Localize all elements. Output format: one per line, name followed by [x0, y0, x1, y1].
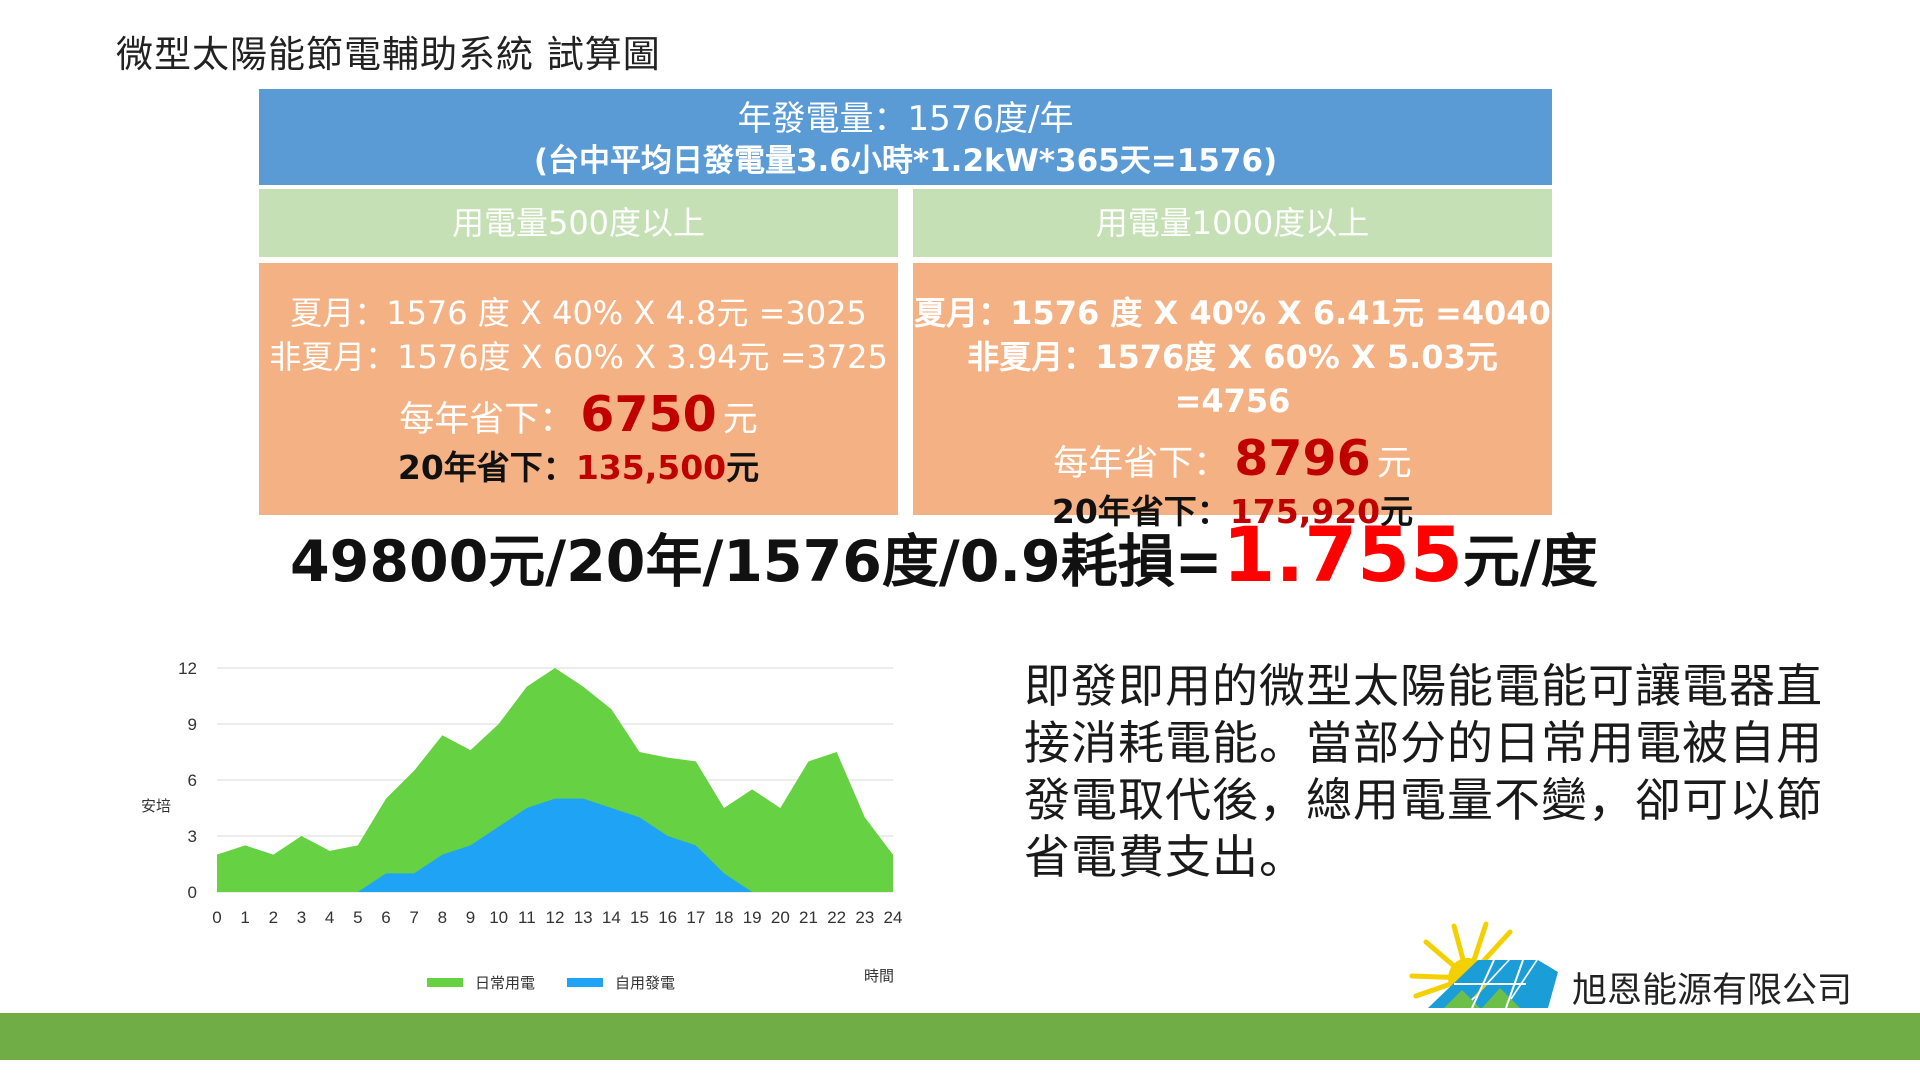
legend-swatch-0 — [427, 978, 463, 987]
x-tick-label: 19 — [743, 908, 762, 927]
x-tick-label: 21 — [799, 908, 818, 927]
x-tick-label: 8 — [438, 908, 447, 927]
y-tick-label: 3 — [188, 827, 197, 846]
footer-bar — [0, 1013, 1920, 1060]
y-tick-label: 9 — [188, 715, 197, 734]
tier-500-twenty-unit: 元 — [726, 448, 760, 487]
legend-label-1: 自用發電 — [615, 974, 675, 992]
annual-generation-title: 年發電量：1576度/年 — [737, 99, 1074, 139]
x-tick-label: 0 — [212, 908, 221, 927]
tier-1000-twenty-year: 20年省下：175,920元 — [913, 490, 1552, 534]
x-tick-label: 20 — [771, 908, 790, 927]
x-tick-label: 12 — [546, 908, 565, 927]
tier-500-annual-unit: 元 — [722, 400, 758, 440]
tier-1000-annual-value: 8796 — [1234, 430, 1371, 487]
x-tick-label: 17 — [686, 908, 705, 927]
tier-500-annual-label: 每年省下： — [399, 400, 575, 440]
tier-500-body: 夏月：1576 度 X 40% X 4.8元 =3025 非夏月：1576度 X… — [259, 263, 898, 515]
sun-solar-panel-logo-icon — [1409, 921, 1558, 1009]
tier-500-annual-value: 6750 — [580, 386, 717, 443]
y-axis-title: 安培 — [141, 797, 171, 815]
x-axis-title: 時間 — [864, 967, 894, 985]
cost-per-kwh-formula: 49800元/20年/1576度/0.9耗損=1.755元/度 — [290, 510, 1598, 599]
tier-500-header: 用電量500度以上 — [259, 189, 898, 257]
tier-500-nonsummer: 非夏月：1576度 X 60% X 3.94元 =3725 — [269, 338, 888, 376]
tier-1000-twenty-unit: 元 — [1380, 492, 1414, 531]
legend-swatch-1 — [567, 978, 603, 987]
y-tick-label: 0 — [188, 883, 197, 902]
tier-1000-annual-label: 每年省下： — [1053, 444, 1229, 484]
tier-1000-summer: 夏月：1576 度 X 40% X 6.41元 =4040 — [914, 294, 1551, 332]
x-tick-label: 11 — [518, 908, 536, 927]
x-tick-label: 24 — [884, 908, 903, 927]
formula-value: 1.755 — [1222, 510, 1463, 599]
annual-generation-box: 年發電量：1576度/年 (台中平均日發電量3.6小時*1.2kW*365天=1… — [259, 89, 1552, 185]
slide-title: 微型太陽能節電輔助系統 試算圖 — [116, 33, 661, 76]
x-tick-label: 5 — [353, 908, 362, 927]
description-text: 即發即用的微型太陽能電能可讓電器直接消耗電能。當部分的日常用電被自用發電取代後，… — [1024, 659, 1823, 884]
x-tick-label: 15 — [630, 908, 649, 927]
x-tick-label: 23 — [855, 908, 874, 927]
x-tick-label: 13 — [574, 908, 593, 927]
annual-generation-formula: (台中平均日發電量3.6小時*1.2kW*365天=1576) — [533, 143, 1278, 179]
x-tick-label: 7 — [409, 908, 418, 927]
x-tick-label: 2 — [269, 908, 278, 927]
x-tick-label: 10 — [489, 908, 508, 927]
x-tick-label: 3 — [297, 908, 306, 927]
x-tick-label: 1 — [240, 908, 249, 927]
x-tick-label: 22 — [827, 908, 846, 927]
formula-suffix: 元/度 — [1462, 529, 1598, 595]
tier-500-summer: 夏月：1576 度 X 40% X 4.8元 =3025 — [290, 294, 867, 332]
x-tick-label: 18 — [715, 908, 734, 927]
tier-1000-header: 用電量1000度以上 — [913, 189, 1552, 257]
tier-1000-body: 夏月：1576 度 X 40% X 6.41元 =4040 非夏月：1576度 … — [913, 263, 1552, 531]
tier-1000-annual: 每年省下： 8796 元 — [913, 433, 1552, 490]
tier-1000-twenty-label: 20年省下： — [1051, 492, 1230, 531]
x-tick-label: 4 — [325, 908, 334, 927]
tier-1000-nonsummer: 非夏月：1576度 X 60% X 5.03元 =4756 — [967, 338, 1498, 420]
tier-500-annual: 每年省下： 6750 元 — [259, 389, 898, 446]
x-tick-label: 6 — [381, 908, 390, 927]
tier-1000-twenty-value: 175,920 — [1229, 492, 1381, 531]
legend-label-0: 日常用電 — [475, 974, 535, 992]
y-tick-label: 6 — [188, 771, 197, 790]
x-tick-label: 16 — [658, 908, 677, 927]
tier-500-twenty-year: 20年省下：135,500元 — [259, 446, 898, 490]
company-name: 旭恩能源有限公司 — [1572, 971, 1853, 1011]
x-tick-label: 9 — [466, 908, 475, 927]
y-tick-label: 12 — [178, 659, 197, 678]
x-tick-label: 14 — [602, 908, 621, 927]
tier-1000-annual-unit: 元 — [1376, 444, 1412, 484]
formula-prefix: 49800元/20年/1576度/0.9耗損= — [290, 529, 1223, 595]
tier-500-twenty-label: 20年省下： — [397, 448, 576, 487]
series-area-0 — [217, 668, 893, 892]
series-area-1 — [217, 798, 893, 892]
tier-500-twenty-value: 135,500 — [575, 448, 727, 487]
